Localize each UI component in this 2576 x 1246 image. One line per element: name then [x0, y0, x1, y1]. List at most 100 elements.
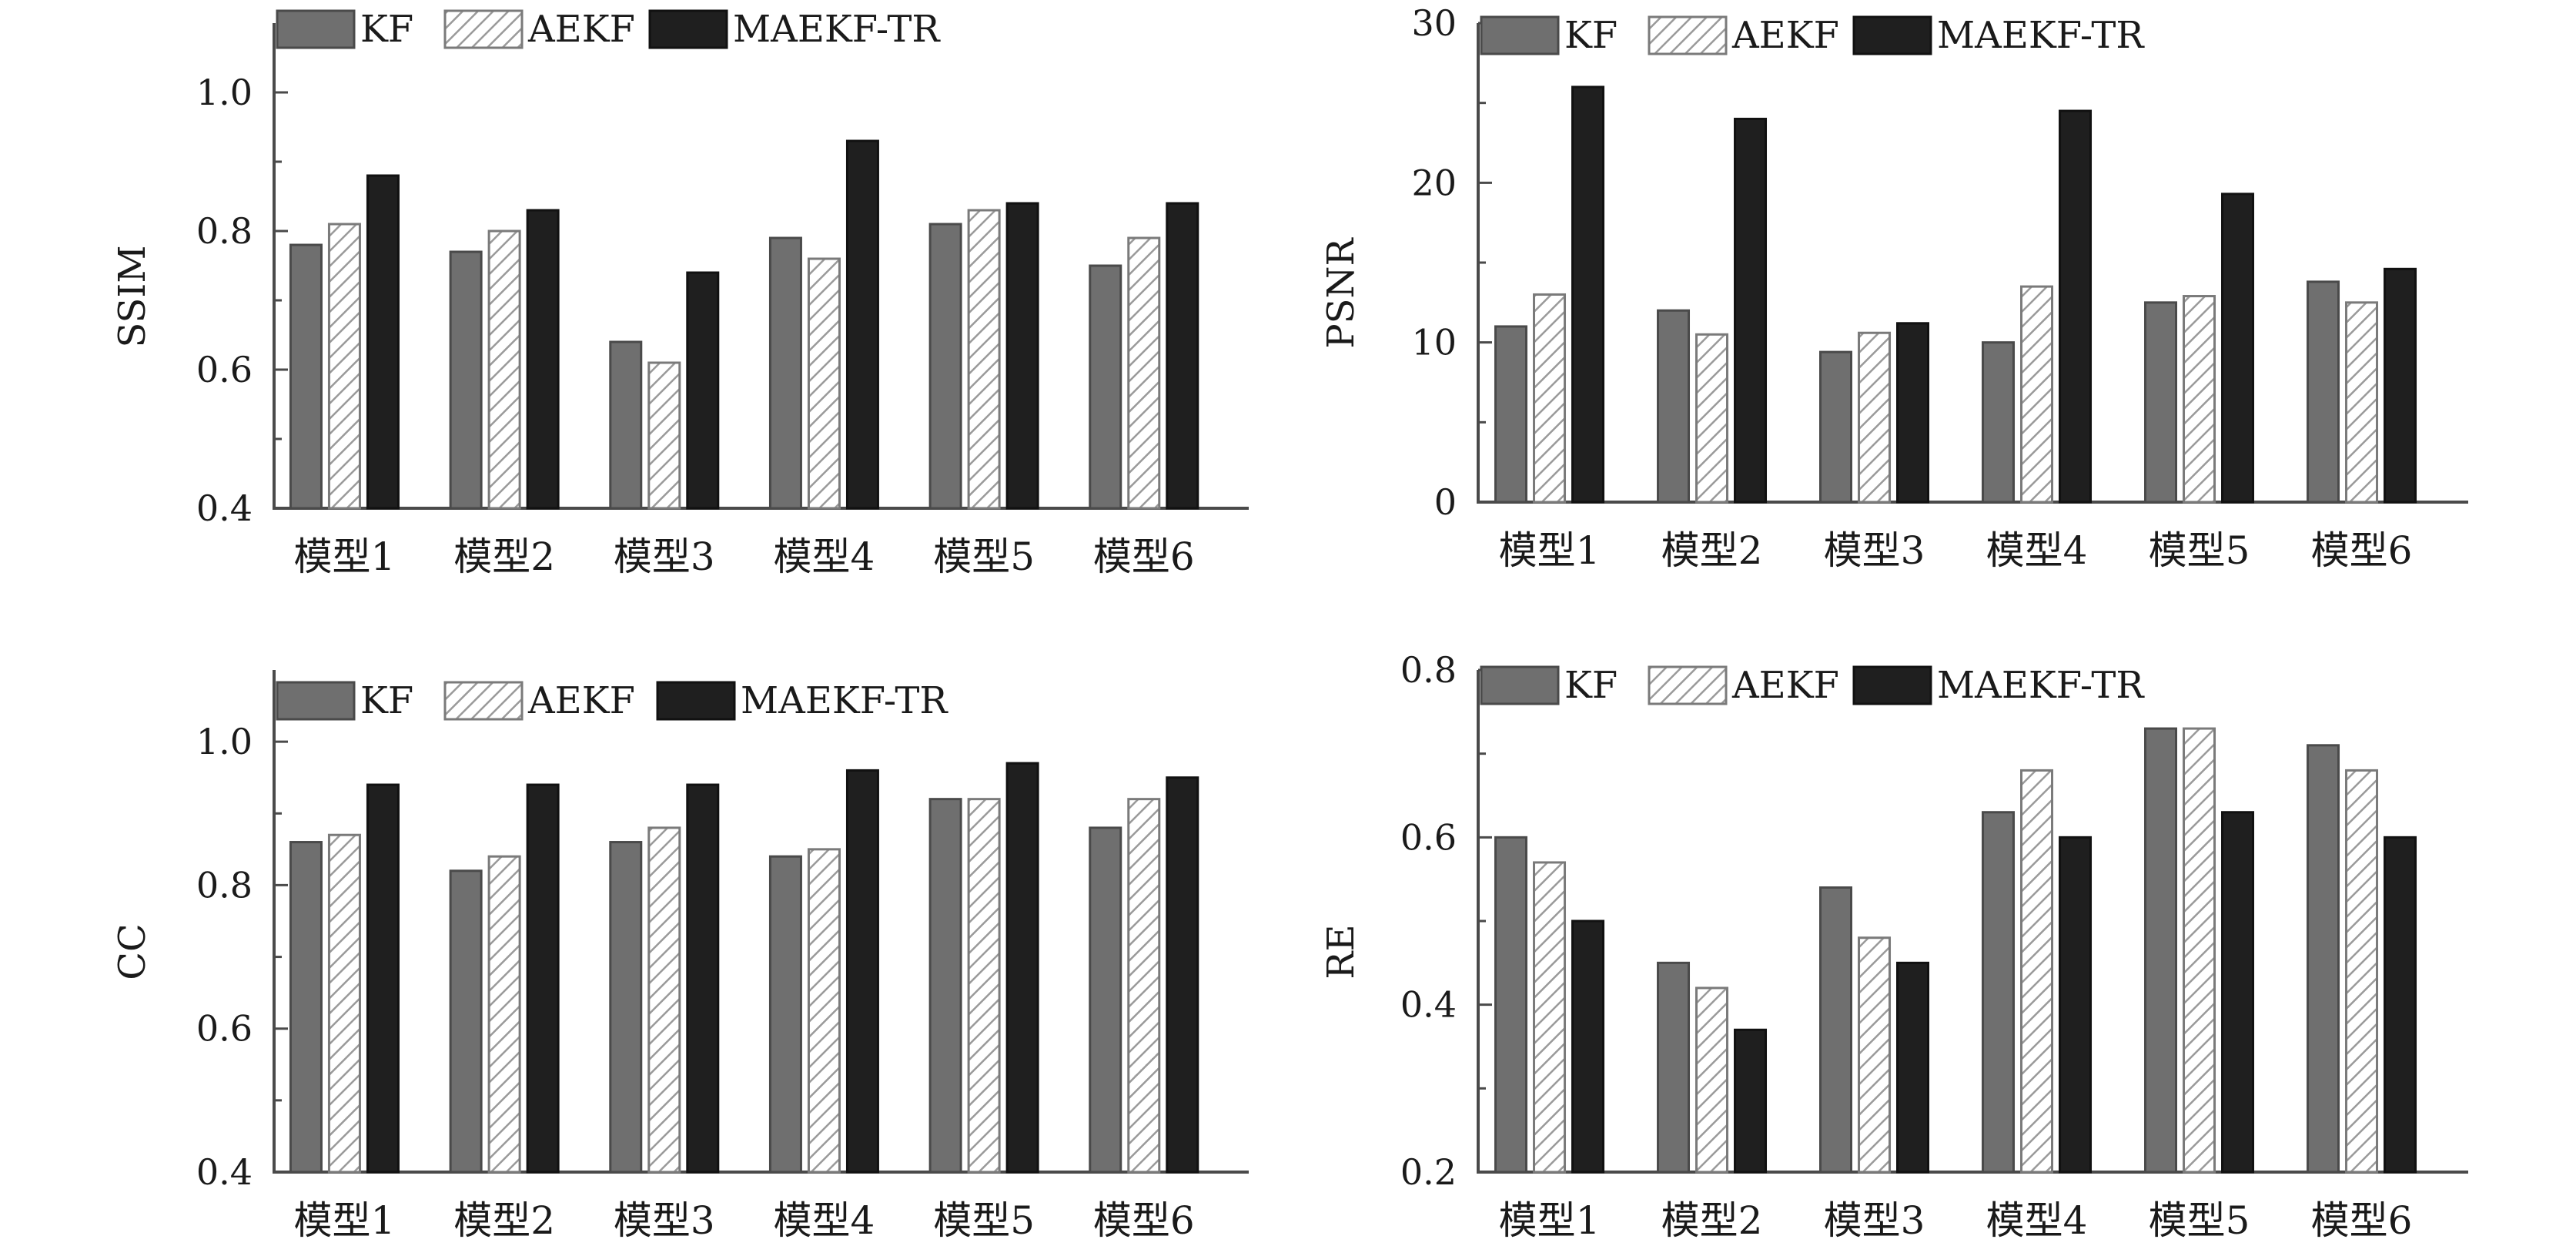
legend-label-aekf: AEKF	[1731, 664, 1839, 707]
bar-aekf-4	[807, 848, 841, 1174]
bar-maekf-tr-4	[845, 769, 879, 1174]
bar-maekf-tr-3	[1896, 961, 1930, 1174]
y-tick-label: 10	[1411, 322, 1457, 363]
y-tick-label: 0.4	[196, 1151, 253, 1193]
legend-label-maekf-tr: MAEKF-TR	[1937, 664, 2145, 707]
legend-label-maekf-tr: MAEKF-TR	[733, 8, 941, 51]
chart-panels: 0.4 0.6 0.8 1.0 SSIM 模型1 模型2 模型3 模型4 模型5 模型6 KF AEKF…	[111, 2, 2468, 1243]
bar-aekf-6	[2345, 769, 2379, 1174]
x-category-label: 模型5	[2149, 1198, 2250, 1243]
bar-kf-5	[928, 798, 962, 1174]
x-category-label: 模型3	[614, 1198, 715, 1243]
x-category-label: 模型6	[2311, 528, 2413, 573]
x-category-label: 模型4	[774, 1198, 875, 1243]
legend-swatch-aekf	[443, 9, 524, 49]
x-category-label: 模型6	[1093, 534, 1195, 579]
legend-label-kf: KF	[1564, 14, 1618, 57]
bar-kf-3	[1819, 886, 1853, 1174]
y-tick-label: 0.6	[196, 349, 253, 390]
bar-aekf-2	[487, 855, 521, 1174]
bar-aekf-4	[807, 257, 841, 510]
x-category-label: 模型1	[294, 1198, 396, 1243]
bar-aekf-6	[2345, 301, 2379, 504]
bar-kf-1	[1494, 836, 1528, 1174]
bar-kf-3	[609, 340, 643, 510]
legend-label-aekf: AEKF	[1731, 14, 1839, 57]
bar-kf-1	[289, 243, 323, 510]
y-tick-label: 1.0	[196, 72, 253, 113]
y-axis-title: PSNR	[1320, 236, 1363, 348]
bar-aekf-5	[967, 209, 1001, 510]
x-category-label: 模型2	[1661, 1198, 1763, 1243]
x-category-label: 模型5	[933, 1198, 1035, 1243]
legend-swatch-aekf	[1648, 665, 1728, 705]
bar-aekf-3	[1858, 936, 1892, 1174]
y-axis-title: CC	[111, 923, 154, 980]
bar-maekf-tr-1	[1571, 919, 1605, 1174]
bar-aekf-3	[647, 826, 681, 1174]
bar-kf-4	[1982, 341, 2016, 504]
x-category-label: 模型4	[774, 534, 875, 579]
legend: KF AEKF MAEKF-TR	[276, 8, 941, 51]
bar-kf-5	[2144, 301, 2178, 504]
x-category-label: 模型2	[1661, 528, 1763, 573]
x-category-label: 模型6	[2311, 1198, 2413, 1243]
bar-aekf-1	[1533, 293, 1567, 504]
bar-aekf-4	[2020, 769, 2054, 1174]
legend-swatch-maekf-tr	[648, 9, 728, 49]
legend-label-aekf: AEKF	[527, 8, 635, 51]
bar-maekf-tr-4	[845, 139, 879, 510]
legend-label-aekf: AEKF	[527, 679, 635, 722]
bar-maekf-tr-6	[1166, 202, 1199, 510]
y-tick-label: 1.0	[196, 721, 253, 762]
bar-maekf-tr-2	[1734, 117, 1768, 504]
legend: KF AEKF MAEKF-TR	[276, 679, 948, 722]
x-category-label: 模型4	[1986, 1198, 2088, 1243]
bar-maekf-tr-6	[2384, 267, 2417, 504]
bar-maekf-tr-6	[1166, 776, 1199, 1174]
legend-swatch-maekf-tr	[1852, 15, 1932, 55]
legend-label-kf: KF	[360, 8, 413, 51]
bar-kf-4	[768, 855, 802, 1174]
bar-maekf-tr-5	[2221, 193, 2255, 504]
bar-kf-4	[1982, 811, 2016, 1174]
bar-maekf-tr-3	[686, 271, 720, 510]
legend: KF AEKF MAEKF-TR	[1480, 14, 2145, 57]
bar-maekf-tr-6	[2384, 836, 2417, 1174]
bar-kf-2	[1657, 309, 1691, 504]
bar-kf-1	[289, 841, 323, 1174]
bar-aekf-6	[1127, 798, 1161, 1174]
bar-aekf-5	[2183, 295, 2216, 504]
bar-maekf-tr-3	[686, 783, 720, 1174]
x-category-label: 模型4	[1986, 528, 2088, 573]
y-tick-label: 0.2	[1400, 1151, 1457, 1193]
x-category-label: 模型6	[1093, 1198, 1195, 1243]
legend-swatch-kf	[276, 9, 356, 49]
legend-swatch-kf	[1480, 15, 1560, 55]
y-tick-label: 20	[1411, 162, 1457, 203]
bar-kf-3	[609, 841, 643, 1174]
legend-swatch-maekf-tr	[656, 681, 736, 721]
bar-kf-2	[449, 250, 483, 510]
bar-aekf-2	[1695, 986, 1729, 1174]
legend-swatch-kf	[276, 681, 356, 721]
bar-kf-4	[768, 236, 802, 510]
bar-maekf-tr-4	[2059, 836, 2093, 1174]
bar-kf-6	[1089, 264, 1122, 510]
bar-aekf-5	[2183, 727, 2216, 1174]
chart-panel-ssim: 0.4 0.6 0.8 1.0 SSIM 模型1 模型2 模型3 模型4 模型5 模型6 KF AEKF…	[111, 8, 1249, 579]
legend: KF AEKF MAEKF-TR	[1480, 664, 2145, 707]
bar-aekf-1	[327, 223, 361, 510]
bar-maekf-tr-5	[1005, 202, 1039, 510]
bar-maekf-tr-4	[2059, 109, 2093, 504]
x-category-label: 模型1	[1499, 1198, 1601, 1243]
bar-aekf-3	[1858, 331, 1892, 504]
x-category-label: 模型1	[294, 534, 396, 579]
x-category-label: 模型3	[1824, 528, 1925, 573]
bar-aekf-1	[327, 833, 361, 1174]
bar-aekf-6	[1127, 236, 1161, 510]
y-tick-label: 0.8	[1400, 649, 1457, 691]
x-category-label: 模型3	[614, 534, 715, 579]
legend-swatch-aekf	[443, 681, 524, 721]
